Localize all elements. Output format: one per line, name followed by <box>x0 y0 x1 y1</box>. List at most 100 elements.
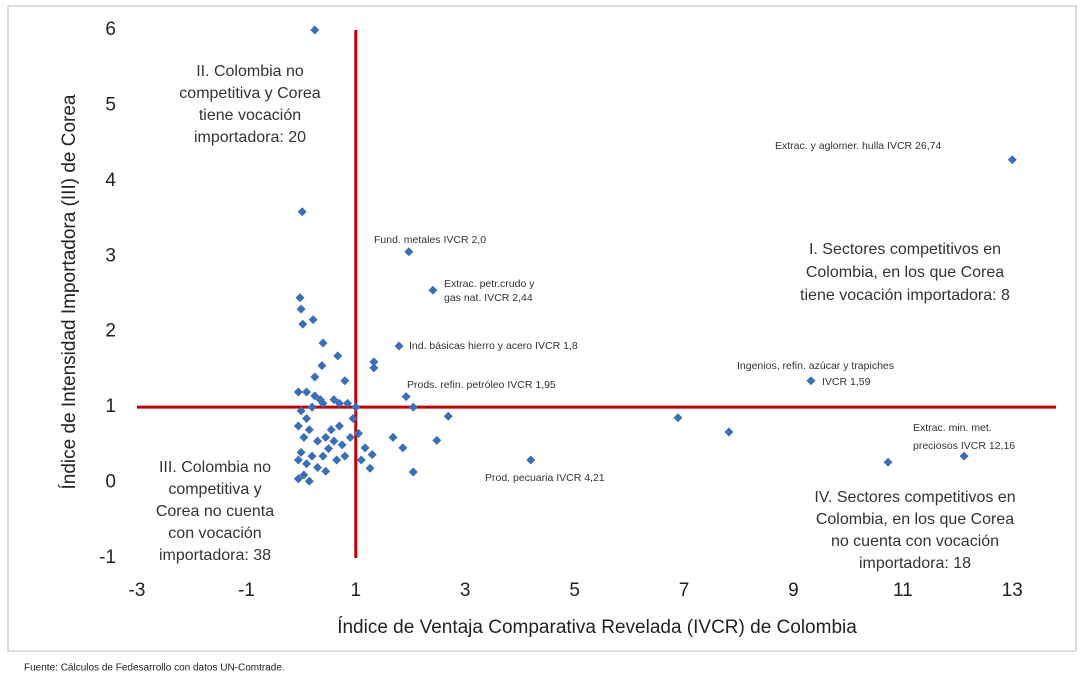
point <box>302 387 312 397</box>
point <box>310 372 320 382</box>
point <box>340 376 350 386</box>
point-label: Ind. básicas hierro y acero IVCR 1,8 <box>409 340 578 352</box>
point <box>365 463 375 473</box>
point-label: gas nat. IVCR 2,44 <box>444 292 533 304</box>
point <box>345 432 355 442</box>
point <box>443 411 453 421</box>
y-tick-label: -1 <box>99 547 116 568</box>
point <box>340 451 350 461</box>
x-tick-label: 9 <box>788 580 799 601</box>
point-label: Extrac. min. met. <box>913 422 992 434</box>
point <box>369 357 379 367</box>
point <box>673 413 683 423</box>
point <box>307 451 317 461</box>
point-label: Fund. metales IVCR 2,0 <box>374 234 486 246</box>
y-axis-label: Índice de Intensidad Importadora (III) d… <box>59 94 80 489</box>
point <box>297 207 307 217</box>
y-tick-label: 4 <box>105 170 116 191</box>
point <box>313 462 323 472</box>
point <box>307 402 317 412</box>
point-label: Ingenios, refin. azúcar y trapiches <box>737 360 894 372</box>
point <box>317 361 327 371</box>
point-label: Extrac. y aglomer. hulla IVCR 26,74 <box>775 140 941 152</box>
x-tick-label: 5 <box>569 580 580 601</box>
x-tick-label: -1 <box>238 580 255 601</box>
point <box>296 447 306 457</box>
quadrant-label: I. Sectores competitivos en <box>809 241 1001 258</box>
quadrant-label: competitiva y <box>168 481 261 498</box>
quadrant-label: importadora: 38 <box>159 547 271 564</box>
point <box>321 432 331 442</box>
point <box>304 425 314 435</box>
point <box>356 455 366 465</box>
point-label: Extrac. petr.crudo y <box>444 278 535 290</box>
y-tick-label: 3 <box>105 245 116 266</box>
quadrant-label: tiene vocación <box>199 107 301 124</box>
point <box>295 293 305 303</box>
point <box>326 425 336 435</box>
point-label: preciosos IVCR 12,16 <box>913 440 1015 452</box>
point <box>293 474 303 484</box>
point <box>883 457 893 467</box>
point <box>318 398 328 408</box>
source-note: Fuente: Cálculos de Fedesarrollo con dat… <box>24 663 285 674</box>
point <box>321 466 331 476</box>
point <box>408 467 418 477</box>
point <box>296 406 306 416</box>
point <box>334 398 344 408</box>
point <box>428 285 438 295</box>
point <box>296 304 306 314</box>
point <box>293 387 303 397</box>
y-tick-label: 1 <box>105 396 116 417</box>
quadrant-label: Corea no cuenta <box>156 503 274 520</box>
point <box>313 436 323 446</box>
x-tick-label: 11 <box>893 580 913 601</box>
quadrant-label: IV. Sectores competitivos en <box>814 489 1015 506</box>
point <box>293 421 303 431</box>
point <box>302 413 312 423</box>
y-tick-label: 2 <box>105 321 116 342</box>
point <box>310 25 320 35</box>
point <box>329 436 339 446</box>
x-tick-label: 1 <box>351 580 362 601</box>
x-tick-label: 13 <box>1002 580 1023 601</box>
x-tick-label: -3 <box>129 580 146 601</box>
x-tick-label: 3 <box>460 580 471 601</box>
point-label: Prods. refin. petróleo IVCR 1,95 <box>407 379 556 391</box>
point <box>369 363 379 373</box>
point <box>348 413 358 423</box>
point <box>299 432 309 442</box>
point <box>332 455 342 465</box>
point <box>304 476 314 486</box>
point <box>806 376 816 386</box>
point-label: IVCR 1,59 <box>822 376 871 388</box>
point <box>351 402 361 412</box>
point <box>329 395 339 405</box>
point <box>394 341 404 351</box>
point <box>318 451 328 461</box>
point <box>367 450 377 460</box>
point <box>354 429 364 439</box>
point <box>308 315 318 325</box>
point <box>432 435 442 445</box>
y-tick-label: 6 <box>105 19 116 40</box>
y-tick-label: 0 <box>105 472 116 493</box>
quadrant-label: importadora: 20 <box>194 129 306 146</box>
chart-frame <box>7 5 1077 652</box>
point <box>310 391 320 401</box>
quadrant-label: competitiva y Corea <box>179 85 320 102</box>
point <box>318 338 328 348</box>
point <box>404 247 414 257</box>
point <box>343 398 353 408</box>
point <box>298 319 308 329</box>
quadrant-label: importadora: 18 <box>859 555 971 572</box>
quadrant-label: II. Colombia no <box>196 63 304 80</box>
quadrant-label: tiene vocación importadora: 8 <box>800 287 1010 304</box>
quadrant-label: no cuenta con vocación <box>831 533 999 550</box>
point <box>959 451 969 461</box>
point <box>724 427 734 437</box>
point <box>360 443 370 453</box>
point <box>293 455 303 465</box>
point <box>302 459 312 469</box>
